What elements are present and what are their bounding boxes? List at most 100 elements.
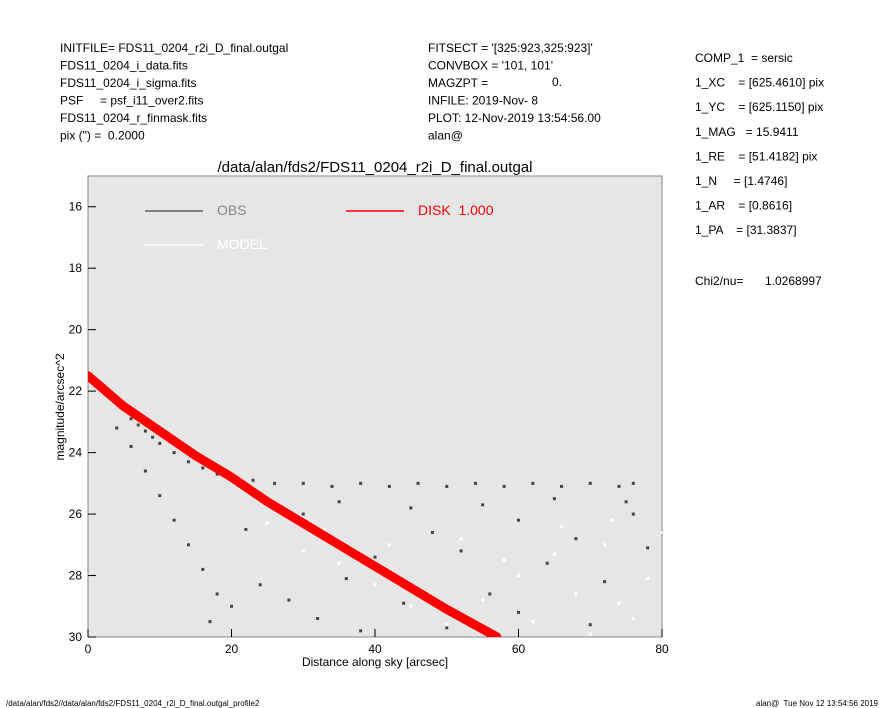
data-point: [574, 537, 578, 541]
data-point: [617, 484, 621, 488]
footer-right: alan@ Tue Nov 12 13:54:56 2019: [756, 699, 879, 708]
data-point: [502, 558, 506, 562]
data-point: [172, 518, 176, 522]
param-text: 1_XC = [625.4610] pix: [695, 76, 824, 90]
data-point: [517, 574, 520, 578]
param-text: 1_YC = [625.1150] pix: [695, 100, 823, 114]
data-point: [215, 472, 219, 476]
data-point: [430, 531, 434, 535]
data-point: [143, 429, 147, 433]
model-band: [88, 371, 502, 637]
legend-label: DISK 1.000: [418, 202, 494, 218]
y-tick-label: 20: [69, 323, 83, 337]
y-tick-label: 22: [69, 384, 83, 398]
data-point: [265, 521, 269, 525]
data-point: [660, 531, 662, 535]
header-text: pix (") = 0.2000: [60, 129, 145, 143]
param-text: 1_AR = [0.8616]: [695, 199, 792, 213]
y-tick-label: 24: [69, 446, 83, 460]
data-point: [646, 577, 650, 581]
data-point: [560, 524, 564, 528]
data-point: [158, 494, 162, 498]
header-text: alan@: [428, 129, 463, 143]
data-point: [445, 623, 449, 627]
data-point: [531, 481, 535, 485]
data-point: [373, 555, 377, 559]
data-point: [208, 620, 212, 624]
param-text: 1_MAG = 15.9411: [695, 125, 799, 139]
data-point: [287, 598, 291, 602]
data-point: [617, 601, 621, 605]
data-point: [409, 506, 413, 510]
header-text: PSF = psf_i11_over2.fits: [60, 94, 204, 108]
data-point: [337, 561, 341, 565]
data-point: [409, 604, 413, 608]
data-point: [344, 577, 348, 581]
data-point: [244, 527, 248, 531]
param-text: 1_PA = [31.3837]: [695, 223, 797, 237]
chi2-value: 1.0268997: [765, 274, 822, 288]
y-tick-label: 28: [69, 569, 83, 583]
data-point: [603, 543, 607, 547]
data-point: [445, 484, 449, 488]
data-point: [215, 592, 219, 596]
data-point: [143, 469, 147, 473]
param-text: 1_N = [1.4746]: [695, 174, 787, 188]
data-point: [588, 632, 592, 636]
magzpt-value: 0.: [552, 75, 562, 89]
y-tick-label: 30: [69, 630, 83, 644]
y-tick-label: 26: [69, 507, 83, 521]
data-point: [258, 583, 262, 587]
data-point: [445, 626, 449, 630]
data-point: [387, 543, 391, 547]
data-point: [323, 527, 327, 531]
data-point: [301, 549, 305, 553]
x-tick-label: 20: [225, 642, 239, 656]
data-point: [517, 518, 520, 522]
legend-label: OBS: [217, 202, 247, 218]
data-point: [459, 537, 463, 541]
header-text: MAGZPT =: [428, 76, 488, 90]
header-text: FDS11_0204_r_finmask.fits: [60, 111, 207, 125]
x-axis-label: Distance along sky [arcsec]: [302, 655, 448, 669]
data-point: [373, 583, 377, 587]
param-text: COMP_1 = sersic: [695, 51, 793, 65]
data-point: [545, 561, 549, 565]
data-point: [129, 417, 133, 421]
data-point: [201, 567, 205, 571]
header-text: PLOT: 12-Nov-2019 13:54:56.00: [428, 111, 601, 125]
param-text: 1_RE = [51.4182] pix: [695, 149, 817, 163]
y-tick-label: 18: [69, 261, 83, 275]
data-point: [359, 629, 363, 633]
data-point: [488, 592, 492, 596]
data-point: [531, 620, 535, 624]
data-point: [646, 546, 650, 550]
data-point: [387, 484, 391, 488]
data-point: [136, 423, 140, 427]
data-point: [251, 478, 255, 482]
x-tick-label: 60: [512, 642, 526, 656]
data-point: [301, 512, 305, 516]
header-text: FITSECT = '[325:923,325:923]': [428, 41, 593, 55]
data-point: [552, 497, 556, 501]
data-point: [481, 598, 485, 602]
data-point: [316, 617, 320, 621]
data-point: [158, 441, 162, 445]
data-point: [552, 552, 556, 556]
x-tick-label: 0: [85, 642, 92, 656]
data-point: [330, 484, 334, 488]
legend-label: MODEL: [217, 236, 267, 252]
data-point: [172, 451, 176, 455]
data-point: [603, 580, 607, 584]
data-point: [517, 610, 520, 614]
x-tick-label: 40: [368, 642, 382, 656]
data-point: [631, 481, 635, 485]
data-point: [610, 518, 614, 522]
header-text: INFILE: 2019-Nov- 8: [428, 94, 538, 108]
data-point: [574, 592, 578, 596]
header-text: FDS11_0204_i_data.fits: [60, 59, 188, 73]
y-tick-label: 16: [69, 200, 83, 214]
chart-title: /data/alan/fds2/FDS11_0204_r2i_D_final.o…: [218, 159, 533, 176]
data-point: [459, 549, 463, 553]
data-point: [230, 604, 233, 608]
